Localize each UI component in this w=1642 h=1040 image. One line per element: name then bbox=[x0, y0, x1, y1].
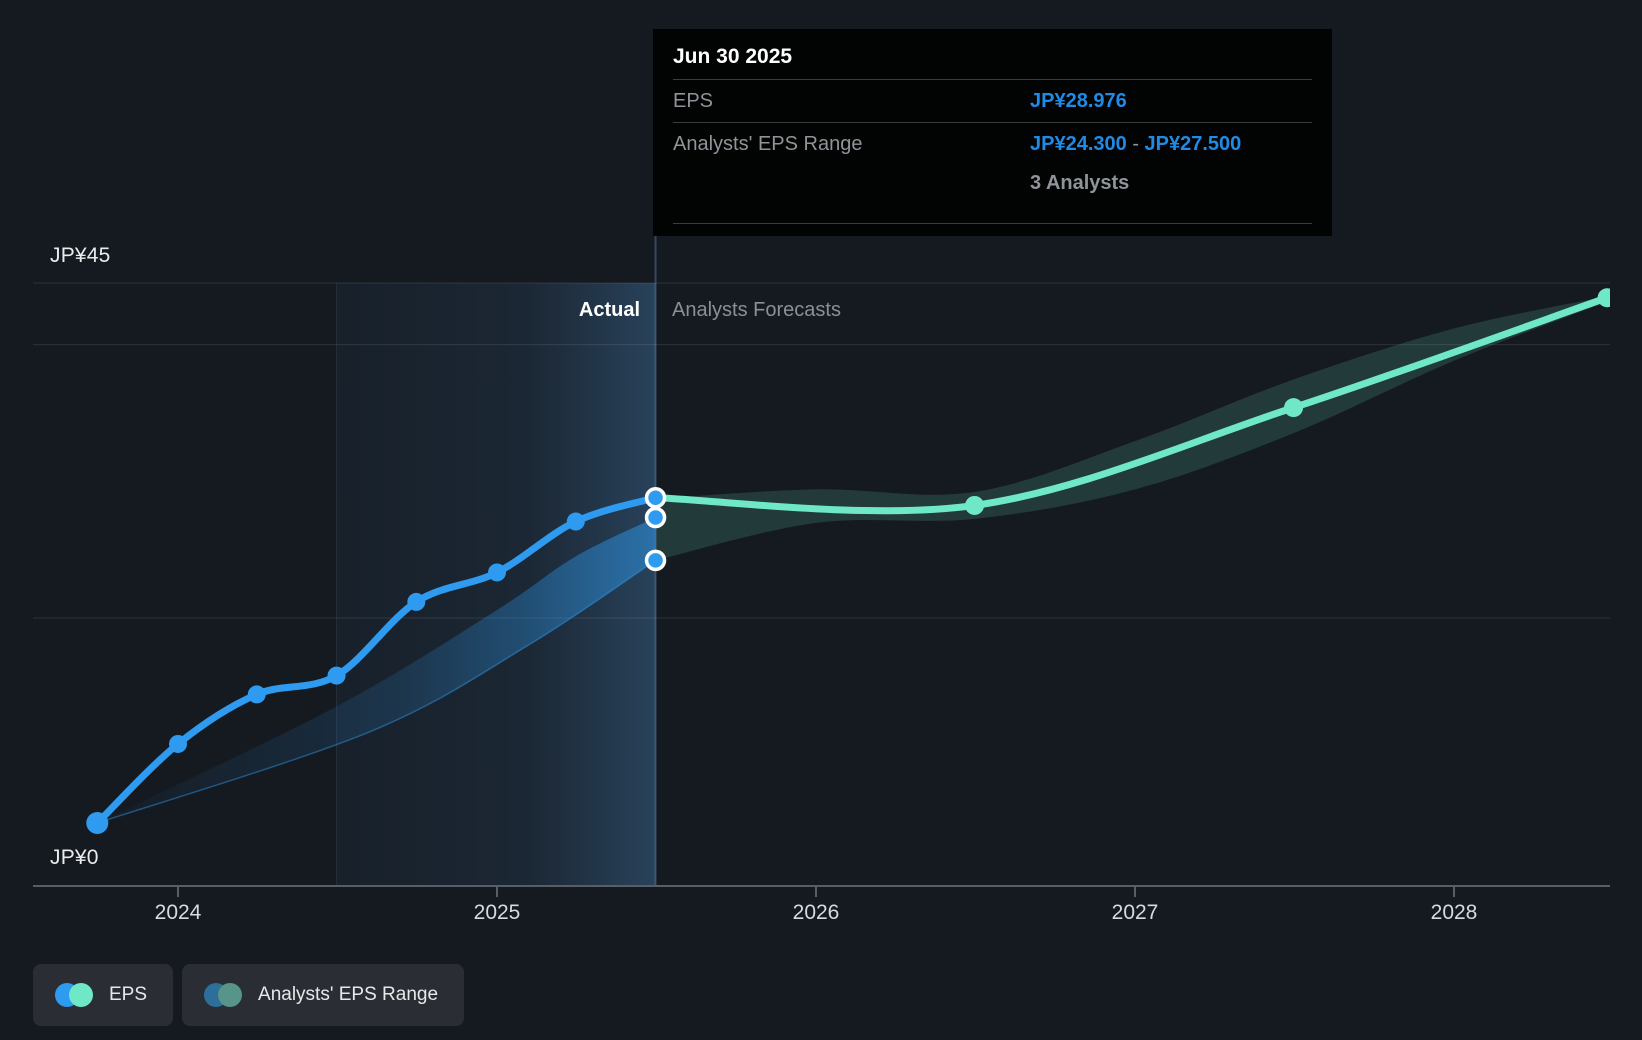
eps-forecast-point[interactable] bbox=[1284, 398, 1304, 418]
tooltip-range-dash: - bbox=[1126, 132, 1145, 155]
chart-range-areas bbox=[97, 296, 1608, 824]
selected-range-point[interactable] bbox=[644, 486, 667, 509]
chart-gridlines bbox=[33, 236, 1610, 887]
y-axis-label-bottom: JP¥0 bbox=[50, 846, 99, 869]
eps-actual-point[interactable] bbox=[488, 563, 506, 582]
eps-actual-point[interactable] bbox=[169, 734, 187, 753]
tooltip-eps-value: JP¥28.976 bbox=[1030, 89, 1127, 112]
x-tick-label: 2027 bbox=[1112, 901, 1159, 924]
tooltip-range-low: JP¥24.300 bbox=[1030, 132, 1127, 155]
tooltip-eps-label: EPS bbox=[673, 89, 714, 112]
x-tick-label: 2028 bbox=[1431, 901, 1478, 924]
eps-actual-point[interactable] bbox=[247, 685, 266, 704]
eps-legend-dots-icon bbox=[55, 983, 93, 1007]
y-axis-label-top: JP¥45 bbox=[50, 244, 111, 267]
tooltip-range-label: Analysts' EPS Range bbox=[673, 132, 863, 155]
x-tick-label: 2024 bbox=[155, 901, 202, 924]
selected-range-point[interactable] bbox=[644, 506, 667, 529]
chart-tooltip: Jun 30 2025 EPS JP¥28.976 Analysts' EPS … bbox=[653, 29, 1332, 236]
tooltip-analysts-count: 3 Analysts bbox=[1030, 171, 1130, 194]
range-legend-dots-icon bbox=[204, 983, 243, 1007]
tooltip-range-high: JP¥27.500 bbox=[1144, 132, 1242, 155]
forecast-phase-label: Analysts Forecasts bbox=[672, 299, 841, 321]
legend-item-analysts-eps-range[interactable]: Analysts' EPS Range bbox=[182, 964, 465, 1026]
eps-actual-point[interactable] bbox=[407, 592, 426, 611]
tooltip-analysts-row: 3 Analysts bbox=[673, 165, 1312, 201]
eps-forecast-point[interactable] bbox=[965, 495, 985, 515]
legend-range-label: Analysts' EPS Range bbox=[258, 984, 439, 1005]
tooltip-range-row: Analysts' EPS Range JP¥24.300 - JP¥27.50… bbox=[673, 123, 1312, 165]
tooltip-divider bbox=[673, 223, 1312, 224]
tooltip-range-value: JP¥24.300 - JP¥27.500 bbox=[1030, 133, 1241, 156]
tooltip-divider bbox=[673, 79, 1312, 80]
chart-data-points[interactable] bbox=[86, 288, 1617, 835]
legend-item-eps[interactable]: EPS bbox=[33, 964, 174, 1026]
eps-actual-point[interactable] bbox=[327, 666, 346, 685]
selected-range-point[interactable] bbox=[644, 549, 667, 572]
legend-eps-label: EPS bbox=[109, 984, 148, 1005]
tooltip-divider bbox=[673, 122, 1312, 123]
tooltip-eps-row: EPS JP¥28.976 bbox=[673, 80, 1312, 122]
eps-actual-point[interactable] bbox=[566, 512, 585, 531]
x-tick-label: 2026 bbox=[793, 901, 840, 924]
eps-actual-point[interactable] bbox=[86, 812, 109, 835]
eps-forecast-point[interactable] bbox=[1597, 288, 1617, 308]
x-tick-label: 2025 bbox=[474, 901, 521, 924]
tooltip-date-title: Jun 30 2025 bbox=[673, 45, 793, 68]
chart-legend: EPS Analysts' EPS Range bbox=[33, 964, 465, 1026]
x-axis: 2024 2025 2026 2027 2028 bbox=[33, 885, 1610, 924]
actual-phase-label: Actual bbox=[578, 299, 640, 321]
